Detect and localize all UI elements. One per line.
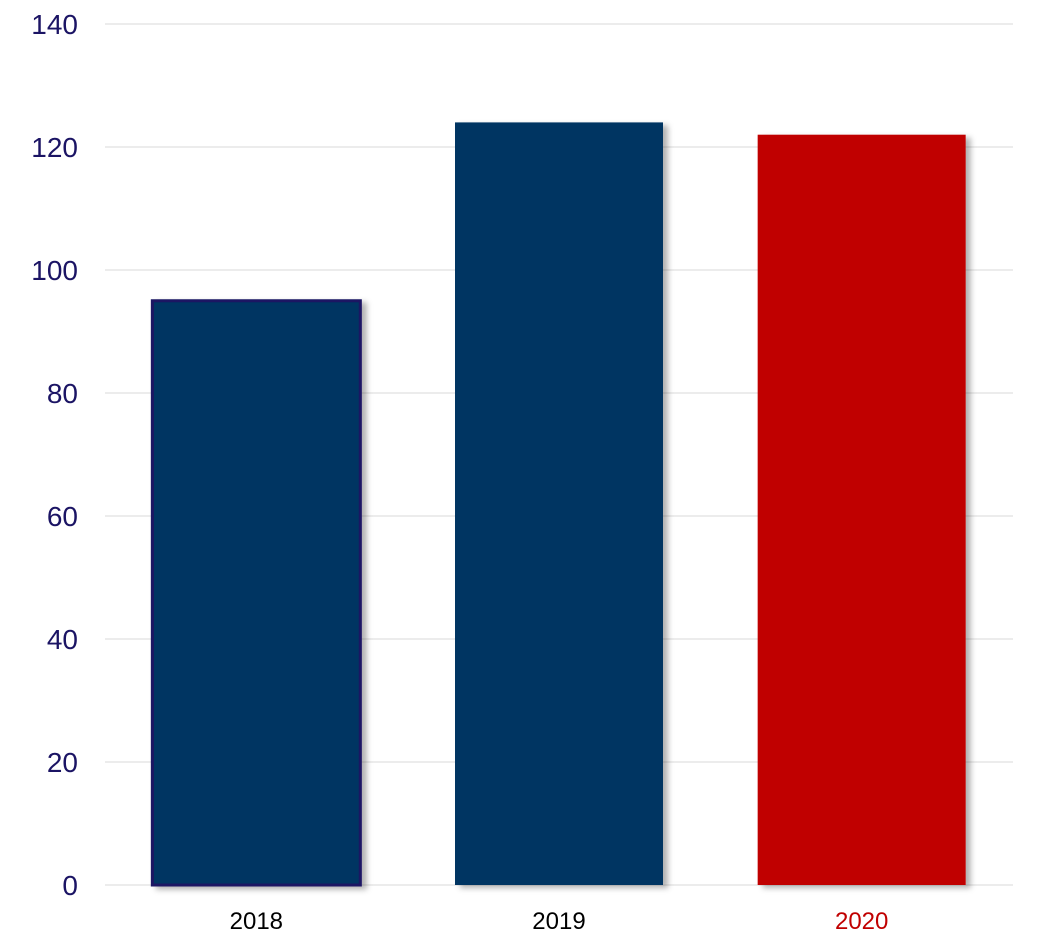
- y-tick-label-40: 40: [47, 624, 78, 655]
- x-tick-label-2020: 2020: [835, 908, 888, 935]
- x-axis-tick-labels: 2018 2019 2020: [230, 908, 889, 935]
- bar-2020: [757, 134, 966, 885]
- y-tick-label-20: 20: [47, 747, 78, 778]
- x-tick-label-2019: 2019: [532, 908, 585, 935]
- y-axis-tick-labels: 0 20 40 60 80 100 120 140: [31, 9, 78, 901]
- y-tick-label-140: 140: [31, 9, 78, 40]
- y-tick-label-80: 80: [47, 378, 78, 409]
- bar-2018: [150, 299, 362, 887]
- bars: [150, 122, 966, 887]
- bar-2019: [455, 122, 663, 885]
- y-tick-label-60: 60: [47, 501, 78, 532]
- y-tick-label-120: 120: [31, 132, 78, 163]
- y-tick-label-0: 0: [62, 870, 78, 901]
- y-tick-label-100: 100: [31, 255, 78, 286]
- x-tick-label-2018: 2018: [230, 908, 283, 935]
